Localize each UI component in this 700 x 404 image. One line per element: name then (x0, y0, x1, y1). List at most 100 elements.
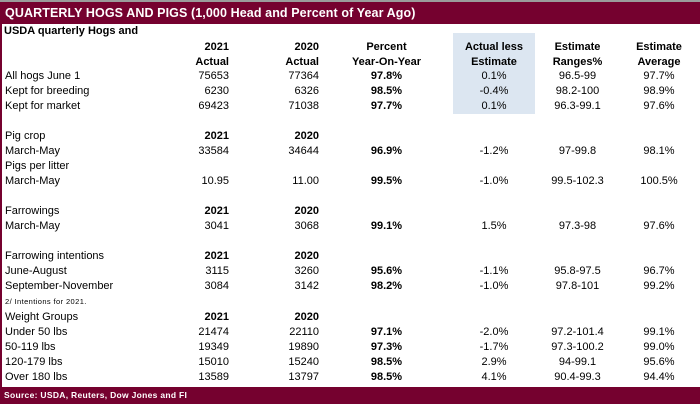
cell: 95.6% (643, 356, 675, 368)
table-row: Kept for market 69423 71038 97.7% 0.1% 96.3-9… (2, 99, 700, 114)
table-row: March-May 10.95 11.00 99.5% -1.0% 99.5-102.3 1… (2, 174, 700, 189)
cell (453, 249, 535, 264)
cell (535, 249, 620, 264)
cell: 69423 (198, 100, 229, 112)
report-subtitle: USDA quarterly Hogs and (4, 25, 139, 37)
row-label: March-May (5, 175, 61, 187)
cell (620, 129, 698, 144)
cell: -1.0% (479, 280, 509, 292)
cell: 97.8% (370, 70, 403, 82)
cell (320, 249, 453, 264)
header-cell-estimate-average: Estimate (636, 41, 682, 53)
cell: 13797 (288, 371, 319, 383)
cell: 100.5% (640, 175, 678, 187)
cell: 3260 (294, 265, 319, 277)
cell: 19890 (288, 341, 319, 353)
cell: -1.1% (479, 265, 509, 277)
cell: 98.1% (643, 145, 675, 157)
row-label: March-May (5, 220, 61, 232)
cell: 71038 (288, 100, 319, 112)
cell: 15240 (288, 356, 319, 368)
cell: 19349 (198, 341, 229, 353)
cell: 97.7% (370, 100, 403, 112)
cell: 98.2-100 (555, 85, 600, 97)
cell: 11.00 (292, 175, 319, 187)
source-bar: Source: USDA, Reuters, Dow Jones and FI (0, 387, 700, 404)
section-row: Farrowings 2021 2020 (2, 204, 700, 219)
cell: 98.5% (370, 85, 403, 97)
cell (320, 204, 453, 219)
row-label: 120-179 lbs (5, 356, 63, 368)
cell (620, 310, 698, 325)
cell: 2020 (294, 250, 319, 262)
spacer-row (2, 189, 700, 204)
cell (535, 129, 620, 144)
section-row: Pig crop 2021 2020 (2, 129, 700, 144)
cell: 2.9% (481, 356, 507, 368)
table-row: All hogs June 1 75653 77364 97.8% 0.1% 96.5-9… (2, 69, 700, 84)
row-label: June-August (5, 265, 67, 277)
table-row: Under 50 lbs 21474 22110 97.1% -2.0% 97.2-101… (2, 325, 700, 340)
cell: 2021 (204, 130, 229, 142)
cell (453, 310, 535, 325)
table-row: September-November 3084 3142 98.2% -1.0% 97.8… (2, 279, 700, 294)
cell: 3068 (294, 220, 319, 232)
top-edge-strip (0, 0, 700, 2)
left-border-line (0, 2, 2, 404)
header-cell-ranges-pct: Ranges% (552, 56, 603, 68)
cell: 97-99.8 (558, 145, 597, 157)
table-row: Over 180 lbs 13589 13797 98.5% 4.1% 90.4-99.3… (2, 370, 700, 387)
section-row: Farrowing intentions 2021 2020 (2, 249, 700, 264)
header-cell-actual: Actual (285, 56, 319, 68)
header-row-1: 2021 2020 Percent Actual less Estimate E… (2, 40, 700, 55)
cell: 3142 (294, 280, 319, 292)
cell: 6230 (204, 85, 229, 97)
table-content: USDA quarterly Hogs and 2021 2020 Percen… (2, 24, 700, 387)
spacer-row (2, 114, 700, 129)
cell (453, 204, 535, 219)
cell: 2021 (204, 205, 229, 217)
header-cell (2, 55, 185, 69)
header-cell-2020: 2020 (294, 41, 319, 53)
cell: 98.2% (370, 280, 403, 292)
cell: -1.7% (479, 341, 509, 353)
cell: 97.2-101.4 (551, 326, 604, 338)
header-cell-percent: Percent (366, 41, 407, 53)
cell (320, 159, 453, 174)
cell (620, 204, 698, 219)
header-cell-actual: Actual (195, 56, 229, 68)
row-label: Weight Groups (5, 311, 79, 323)
table-row: March-May 3041 3068 99.1% 1.5% 97.3-98 97.6% (2, 219, 700, 234)
cell: 21474 (198, 326, 229, 338)
cell: 0.1% (481, 70, 507, 82)
cell (320, 310, 453, 325)
cell: 94-99.1 (558, 356, 597, 368)
cell: 0.1% (481, 100, 507, 112)
cell (535, 204, 620, 219)
cell: 96.9% (370, 145, 403, 157)
row-label: All hogs June 1 (5, 70, 81, 82)
cell: 97.7% (643, 70, 675, 82)
header-cell-2021: 2021 (204, 41, 229, 53)
cell: 99.1% (643, 326, 675, 338)
cell: 2020 (294, 311, 319, 323)
row-label: September-November (5, 280, 114, 292)
row-label: Pigs per litter (5, 160, 70, 172)
cell: -0.4% (479, 85, 509, 97)
cell: 99.5% (370, 175, 403, 187)
cell: 98.5% (370, 371, 403, 383)
cell: 97.3-98 (558, 220, 597, 232)
cell: 97.6% (643, 100, 675, 112)
cell: 2020 (294, 205, 319, 217)
cell: 97.8-101 (555, 280, 600, 292)
cell: 95.6% (370, 265, 403, 277)
cell: 98.9% (643, 85, 675, 97)
cell: 75653 (198, 70, 229, 82)
cell: 98.5% (370, 356, 403, 368)
cell (453, 129, 535, 144)
cell: 2020 (294, 130, 319, 142)
cell (535, 310, 620, 325)
cell: 3084 (204, 280, 229, 292)
table-row: 50-119 lbs 19349 19890 97.3% -1.7% 97.3-100.2… (2, 340, 700, 355)
table-row: June-August 3115 3260 95.6% -1.1% 95.8-97.5 96… (2, 264, 700, 279)
